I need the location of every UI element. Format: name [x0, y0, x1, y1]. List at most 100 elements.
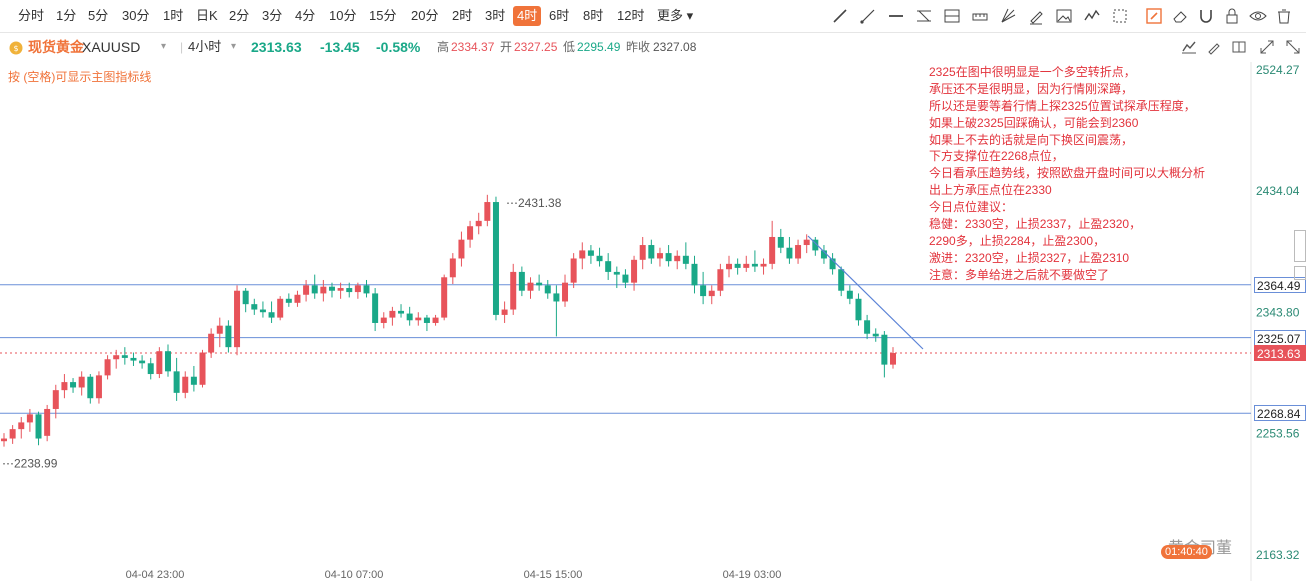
side-scroll-icon[interactable]: [1294, 230, 1306, 262]
candle[interactable]: [208, 328, 215, 358]
toggle-tools-icon[interactable]: [1230, 38, 1248, 60]
candle[interactable]: [95, 371, 102, 404]
candle[interactable]: [622, 269, 629, 289]
timeframe-tab[interactable]: 日K: [196, 8, 218, 23]
image-tool-icon[interactable]: [1054, 6, 1074, 26]
candle[interactable]: [734, 258, 741, 275]
expand-icon[interactable]: [1284, 38, 1302, 60]
candle[interactable]: [423, 314, 430, 332]
timeframe-tab[interactable]: 1分: [56, 8, 77, 23]
candle[interactable]: [795, 239, 802, 264]
candle[interactable]: [492, 196, 499, 321]
candle[interactable]: [518, 266, 525, 297]
candle[interactable]: [52, 384, 59, 419]
candle[interactable]: [820, 245, 827, 264]
candle[interactable]: [717, 263, 724, 297]
pen-tool-icon[interactable]: [1026, 6, 1046, 26]
timeframe-tab[interactable]: 2分: [229, 8, 250, 23]
timeframe-tab[interactable]: 12时: [617, 8, 645, 23]
candle[interactable]: [674, 250, 681, 270]
candle[interactable]: [70, 378, 77, 393]
delete-icon[interactable]: [1274, 6, 1294, 26]
wave-tool-icon[interactable]: [1082, 6, 1102, 26]
candle[interactable]: [708, 285, 715, 305]
candle[interactable]: [458, 231, 465, 267]
candle[interactable]: [173, 357, 180, 401]
candle[interactable]: [294, 290, 301, 307]
candle[interactable]: [147, 357, 154, 380]
candle[interactable]: [872, 328, 879, 342]
candle[interactable]: [199, 349, 206, 388]
candle[interactable]: [389, 306, 396, 326]
candle[interactable]: [726, 255, 733, 278]
indicator-settings-icon[interactable]: [1180, 38, 1198, 60]
candle[interactable]: [855, 293, 862, 326]
candle[interactable]: [415, 312, 422, 326]
trend-line-tool-icon[interactable]: [830, 6, 850, 26]
candle[interactable]: [587, 245, 594, 264]
candle[interactable]: [104, 355, 111, 380]
candle[interactable]: [743, 255, 750, 272]
candle[interactable]: [182, 371, 189, 399]
candle[interactable]: [363, 279, 370, 298]
candle[interactable]: [18, 417, 25, 439]
fullscreen-icon[interactable]: [1258, 38, 1276, 60]
candle[interactable]: [441, 274, 448, 321]
candle[interactable]: [259, 301, 266, 318]
candle[interactable]: [225, 320, 232, 353]
timeframe-tab[interactable]: 6时: [549, 8, 570, 23]
candle[interactable]: [605, 253, 612, 280]
candle[interactable]: [268, 301, 275, 323]
candle[interactable]: [164, 344, 171, 377]
candle[interactable]: [346, 282, 353, 298]
timeframe-tab[interactable]: 更多 ▾: [657, 8, 694, 23]
candle[interactable]: [216, 317, 223, 348]
candle[interactable]: [1, 433, 7, 447]
candle[interactable]: [432, 314, 439, 326]
timeframe-tab[interactable]: 8时: [583, 8, 604, 23]
timeframe-tab[interactable]: 分时: [18, 8, 45, 23]
timeframe-tab[interactable]: 4时: [513, 6, 542, 26]
candle[interactable]: [760, 258, 767, 275]
eye-icon[interactable]: [1248, 6, 1268, 26]
candle[interactable]: [234, 285, 241, 356]
candle[interactable]: [87, 374, 94, 404]
candle[interactable]: [467, 220, 474, 248]
candle[interactable]: [639, 236, 646, 270]
candle[interactable]: [786, 236, 793, 264]
candle[interactable]: [398, 304, 405, 318]
candle[interactable]: [631, 255, 638, 291]
candle[interactable]: [311, 274, 318, 299]
candle[interactable]: [803, 234, 810, 254]
candle[interactable]: [285, 293, 292, 307]
candle[interactable]: [406, 306, 413, 326]
timeframe-tab[interactable]: 30分: [122, 8, 150, 23]
timeframe-tab[interactable]: 4分: [295, 8, 316, 23]
fibonacci-tool-icon[interactable]: [942, 6, 962, 26]
eraser-icon[interactable]: [1170, 6, 1190, 26]
grid-tool-icon[interactable]: [1110, 6, 1130, 26]
timeframe-tab[interactable]: 3时: [485, 8, 506, 23]
candle[interactable]: [320, 279, 327, 302]
timeframe-tab[interactable]: 20分: [411, 8, 439, 23]
candle[interactable]: [139, 355, 146, 369]
candle[interactable]: [44, 404, 51, 442]
candle[interactable]: [121, 347, 128, 365]
candle[interactable]: [78, 371, 85, 396]
candlestick-chart[interactable]: 2524.27 2434.04 2343.80 2253.56 2163.32 04-0…: [0, 62, 1306, 581]
candle[interactable]: [562, 274, 569, 307]
candle[interactable]: [130, 352, 137, 366]
candle[interactable]: [9, 425, 16, 444]
candle[interactable]: [648, 239, 655, 264]
candle[interactable]: [881, 331, 888, 378]
candle[interactable]: [682, 242, 689, 270]
candle[interactable]: [449, 253, 456, 285]
candle[interactable]: [769, 220, 776, 270]
candle[interactable]: [61, 374, 68, 399]
candle[interactable]: [613, 266, 620, 289]
candle[interactable]: [475, 212, 482, 235]
channel-tool-icon[interactable]: [914, 6, 934, 26]
candle[interactable]: [691, 255, 698, 294]
candle[interactable]: [277, 296, 284, 321]
period-label[interactable]: 4小时: [188, 39, 222, 54]
